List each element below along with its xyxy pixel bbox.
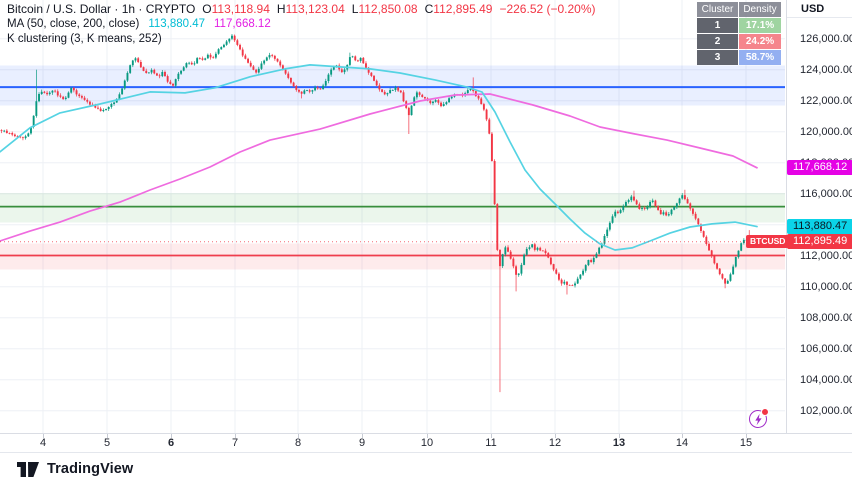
time-tick bbox=[746, 434, 747, 438]
day-label: 9 bbox=[358, 437, 366, 449]
price-tick: 126,000.00 bbox=[800, 32, 852, 45]
ma-legend-row[interactable]: MA (50, close, 200, close) 113,880.47 117,… bbox=[7, 17, 596, 31]
day-label: 13 bbox=[612, 437, 626, 449]
time-tick bbox=[107, 434, 108, 438]
symbol-price-tag: BTCUSD bbox=[746, 235, 790, 248]
ohlc-h-value: H113,123.04 bbox=[276, 2, 345, 16]
price-tick: 112,000.00 bbox=[800, 249, 852, 262]
time-axis[interactable]: 4 5 6 7 8 9 10 11 12 13 14 15 bbox=[0, 433, 852, 453]
cluster-table-header: Cluster Density bbox=[697, 2, 781, 17]
kmeans-label: K clustering (3, K means, 252) bbox=[7, 33, 162, 45]
day-label: 15 bbox=[739, 437, 753, 449]
day-label: 11 bbox=[485, 437, 497, 449]
cluster-number-cell: 1 bbox=[697, 18, 738, 33]
change-value: −226.52 (−0.20%) bbox=[499, 2, 596, 16]
day-label: 8 bbox=[294, 437, 302, 449]
time-tick bbox=[171, 434, 172, 438]
time-tick bbox=[235, 434, 236, 438]
price-tick: 106,000.00 bbox=[800, 342, 852, 355]
symbol-title: Bitcoin / U.S. Dollar · 1h · CRYPTO bbox=[7, 2, 196, 16]
tradingview-brand[interactable]: TradingView bbox=[47, 461, 134, 477]
price-axis[interactable]: USD 126,000.00 124,000.00 122,000.00 120,00… bbox=[786, 0, 852, 433]
cluster-density-cell: 58.7% bbox=[739, 50, 781, 65]
tradingview-logo-icon[interactable] bbox=[17, 461, 39, 477]
price-tick: 110,000.00 bbox=[800, 280, 852, 293]
day-label: 10 bbox=[420, 437, 434, 449]
ohlc-c-value: C112,895.49 bbox=[424, 2, 493, 16]
notification-dot-icon bbox=[761, 408, 769, 416]
price-tick: 104,000.00 bbox=[800, 373, 852, 386]
ohlc-o-value: O113,118.94 bbox=[202, 2, 270, 16]
cluster-table-row: 2 24.2% bbox=[697, 34, 781, 49]
price-axis-unit: USD bbox=[787, 0, 852, 18]
footer: TradingView bbox=[0, 452, 852, 485]
ma200-value: 117,668.12 bbox=[214, 18, 271, 30]
time-tick bbox=[362, 434, 363, 438]
chart-canvas[interactable] bbox=[0, 0, 785, 433]
time-tick bbox=[682, 434, 683, 438]
lightning-bolt-icon bbox=[755, 413, 762, 426]
ma200-price-label: 117,668.12 bbox=[787, 160, 852, 176]
cluster-band-red bbox=[0, 243, 785, 270]
cluster-density-cell: 17.1% bbox=[739, 18, 781, 33]
ohlc-l-value: L112,850.08 bbox=[351, 2, 418, 16]
ma50-value: 113,880.47 bbox=[148, 18, 206, 30]
time-tick bbox=[555, 434, 556, 438]
ma-label: MA (50, close, 200, close) bbox=[7, 18, 140, 30]
price-tick: 124,000.00 bbox=[800, 63, 852, 76]
lightning-button[interactable] bbox=[749, 408, 769, 429]
time-tick bbox=[298, 434, 299, 438]
day-label: 6 bbox=[167, 437, 175, 449]
cluster-number-cell: 2 bbox=[697, 34, 738, 49]
candlestick-chart[interactable] bbox=[0, 0, 785, 433]
day-label: 4 bbox=[39, 437, 47, 449]
cluster-table-row: 1 17.1% bbox=[697, 18, 781, 33]
time-tick bbox=[491, 434, 492, 438]
time-tick bbox=[427, 434, 428, 438]
cluster-header-cell: Cluster bbox=[697, 2, 738, 17]
ohlc-values: O113,118.94 H113,123.04 L112,850.08 C112,89… bbox=[195, 2, 492, 16]
cluster-table-row: 3 58.7% bbox=[697, 50, 781, 65]
price-tick: 122,000.00 bbox=[800, 94, 852, 107]
cluster-density-cell: 24.2% bbox=[739, 34, 781, 49]
kmeans-legend-row[interactable]: K clustering (3, K means, 252) bbox=[7, 32, 596, 46]
price-tick: 116,000.00 bbox=[800, 187, 852, 200]
price-tick: 102,000.00 bbox=[800, 404, 852, 417]
price-tick: 120,000.00 bbox=[800, 125, 852, 138]
cluster-number-cell: 3 bbox=[697, 50, 738, 65]
last-price-label: 112,895.49 bbox=[787, 234, 852, 250]
lightning-ring-icon bbox=[749, 410, 767, 428]
time-tick bbox=[619, 434, 620, 438]
day-label: 12 bbox=[548, 437, 562, 449]
day-label: 7 bbox=[231, 437, 239, 449]
day-label: 5 bbox=[103, 437, 111, 449]
density-header-cell: Density bbox=[739, 2, 781, 17]
ma50-price-label: 113,880.47 bbox=[787, 219, 852, 235]
time-tick bbox=[43, 434, 44, 438]
chart-legend: Bitcoin / U.S. Dollar · 1h · CRYPTO O113,… bbox=[7, 2, 596, 46]
day-label: 14 bbox=[675, 437, 689, 449]
symbol-legend-row[interactable]: Bitcoin / U.S. Dollar · 1h · CRYPTO O113,… bbox=[7, 2, 596, 16]
price-tick: 108,000.00 bbox=[800, 311, 852, 324]
cluster-density-table: Cluster Density 1 17.1% 2 24.2% 3 58.7% bbox=[697, 2, 781, 66]
cluster-band-green bbox=[0, 193, 785, 223]
